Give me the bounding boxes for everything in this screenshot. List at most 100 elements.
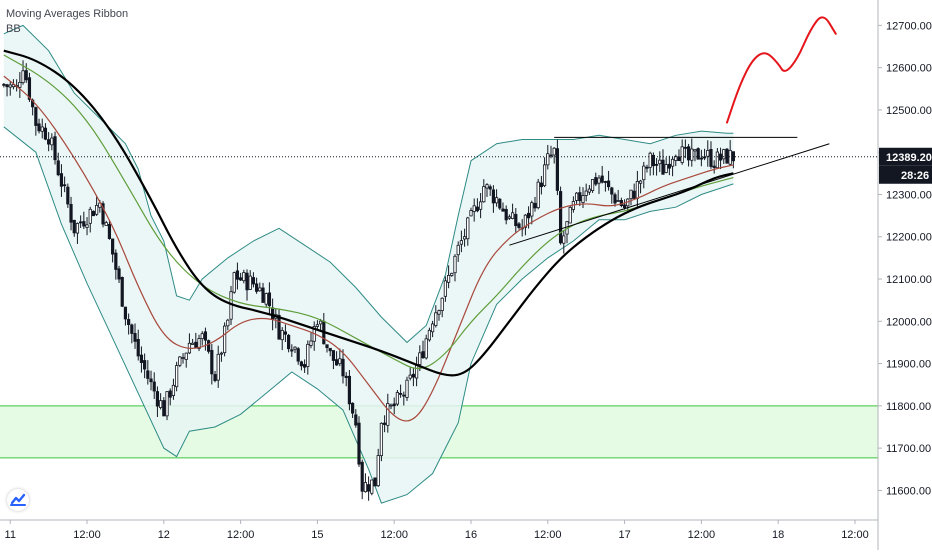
- candle: [651, 152, 655, 176]
- projection-path: [726, 16, 837, 124]
- time-tick-label: 12:00: [688, 529, 716, 541]
- candle: [434, 305, 438, 328]
- candle-body: [542, 164, 547, 187]
- candle-body: [469, 210, 473, 217]
- candle: [562, 230, 566, 254]
- candle-body: [434, 312, 438, 326]
- candle-body: [203, 331, 208, 341]
- candle-body: [709, 148, 713, 167]
- candle-body: [363, 482, 368, 493]
- candle-body: [399, 392, 403, 395]
- candle-body: [8, 84, 12, 88]
- candle: [216, 345, 220, 388]
- price-tick-label: 11700.00: [886, 443, 931, 455]
- moving-average-red: [3, 75, 734, 422]
- candle-body: [207, 340, 211, 352]
- candle-body: [357, 422, 361, 465]
- candle: [229, 285, 233, 325]
- time-tick-label: 15: [311, 529, 323, 541]
- candle: [680, 139, 684, 165]
- candle-body: [558, 191, 563, 244]
- candles-layer: [2, 60, 735, 501]
- candle: [453, 254, 457, 282]
- candle-body: [319, 320, 323, 325]
- candle: [555, 139, 559, 196]
- candle-body: [267, 292, 272, 307]
- candle: [328, 347, 332, 357]
- candle: [494, 189, 499, 207]
- candle: [338, 348, 342, 367]
- candle: [347, 370, 352, 411]
- candle: [245, 269, 249, 301]
- candle: [88, 206, 92, 233]
- candle: [21, 60, 25, 85]
- candle-body: [162, 400, 166, 417]
- bollinger-band-fill: [3, 25, 734, 504]
- bar-countdown-bg: [879, 165, 932, 184]
- candle-body: [88, 208, 92, 224]
- legend-bollinger-bands[interactable]: BB: [6, 23, 21, 35]
- candle-body: [315, 324, 320, 327]
- candle-body: [466, 217, 470, 240]
- candle-body: [213, 374, 217, 382]
- candle-body: [459, 240, 463, 245]
- candle-body: [446, 274, 451, 283]
- candle: [632, 183, 636, 200]
- candle-body: [603, 181, 607, 183]
- candle-body: [367, 484, 371, 492]
- candle: [536, 178, 540, 210]
- time-tick-label: 12:00: [534, 529, 562, 541]
- candle-body: [725, 148, 729, 164]
- candle: [498, 197, 502, 210]
- candle-body: [175, 365, 179, 388]
- candle-body: [533, 202, 537, 209]
- candle-body: [338, 358, 342, 365]
- drawings-layer[interactable]: [509, 16, 837, 246]
- candle-body: [123, 306, 128, 320]
- candle-body: [578, 192, 582, 202]
- candle: [456, 241, 460, 262]
- candle: [645, 164, 649, 173]
- candle: [587, 184, 591, 195]
- candle: [155, 386, 160, 418]
- candle: [2, 83, 6, 88]
- candle-body: [562, 235, 566, 244]
- candle-body: [283, 331, 288, 335]
- candle-body: [661, 159, 665, 175]
- candle: [549, 145, 553, 159]
- candle-body: [731, 151, 735, 162]
- candle-body: [27, 77, 32, 100]
- candle-body: [47, 139, 51, 145]
- time-tick-label: 12:00: [73, 529, 101, 541]
- candle-body: [127, 319, 131, 325]
- price-tick-label: 11900.00: [886, 359, 931, 371]
- candle: [574, 192, 579, 204]
- candle: [533, 196, 537, 212]
- moving-average-green: [3, 54, 734, 369]
- candle: [638, 179, 643, 194]
- candle: [72, 219, 76, 237]
- candle-body: [431, 323, 435, 333]
- candle-body: [229, 291, 233, 320]
- candle-body: [402, 394, 406, 397]
- candle: [616, 189, 620, 202]
- candle-body: [197, 338, 201, 349]
- moving-averages-layer: [3, 49, 734, 422]
- price-tick-label: 12700.00: [886, 20, 932, 32]
- candle-body: [341, 358, 345, 377]
- time-tick-label: 12:00: [380, 529, 408, 541]
- legend-moving-averages-ribbon[interactable]: Moving Averages Ribbon: [6, 8, 129, 20]
- candle-body: [594, 177, 598, 185]
- candle: [693, 149, 697, 162]
- candle-body: [370, 479, 374, 494]
- candle: [475, 198, 479, 213]
- candle: [504, 205, 508, 225]
- candle: [690, 138, 694, 167]
- indicator-legend[interactable]: Moving Averages Ribbon BB: [6, 7, 128, 37]
- candle: [47, 132, 51, 152]
- tradingview-logo[interactable]: [7, 489, 29, 511]
- candle-body: [683, 146, 687, 149]
